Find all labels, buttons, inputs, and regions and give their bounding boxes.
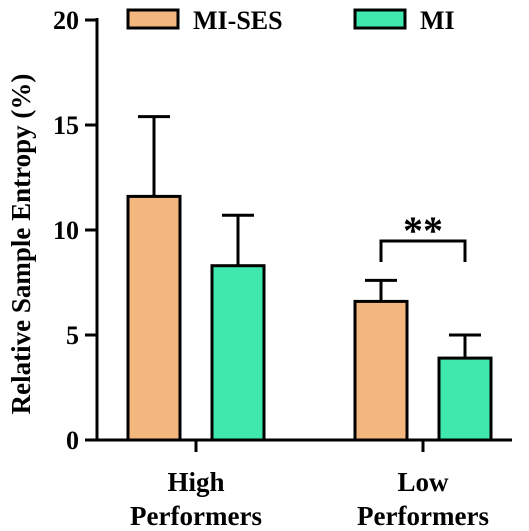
legend-swatch-mi-ses — [126, 8, 180, 30]
x-tick-label-0-1: Performers — [130, 501, 262, 531]
significance-bracket — [379, 239, 467, 262]
bar-mi-0 — [210, 264, 266, 442]
x-tick-label-1-1: Performers — [357, 501, 489, 531]
y-tick-label-20: 20 — [53, 6, 79, 35]
y-tick-label-15: 15 — [53, 111, 79, 140]
legend-label-mi-ses: MI-SES — [193, 6, 283, 35]
x-tick-label-1-0: Low — [397, 467, 449, 497]
bar-mi-ses-0 — [126, 194, 182, 442]
plot-area: 0 5 10 15 20 High Performers Low Performers ** MI-… — [53, 6, 512, 531]
y-tick-label-10: 10 — [53, 216, 79, 245]
bar-mi-1 — [437, 356, 493, 442]
y-tick-label-0: 0 — [66, 426, 79, 455]
significance-label: ** — [403, 208, 443, 253]
bar-mi-ses-1 — [353, 299, 409, 442]
x-tick-label-0-0: High — [167, 467, 224, 497]
y-tick-label-5: 5 — [66, 321, 79, 350]
y-axis-label: Relative Sample Entropy (%) — [6, 74, 36, 415]
legend-swatch-mi — [353, 8, 407, 30]
legend-label-mi: MI — [420, 6, 455, 35]
